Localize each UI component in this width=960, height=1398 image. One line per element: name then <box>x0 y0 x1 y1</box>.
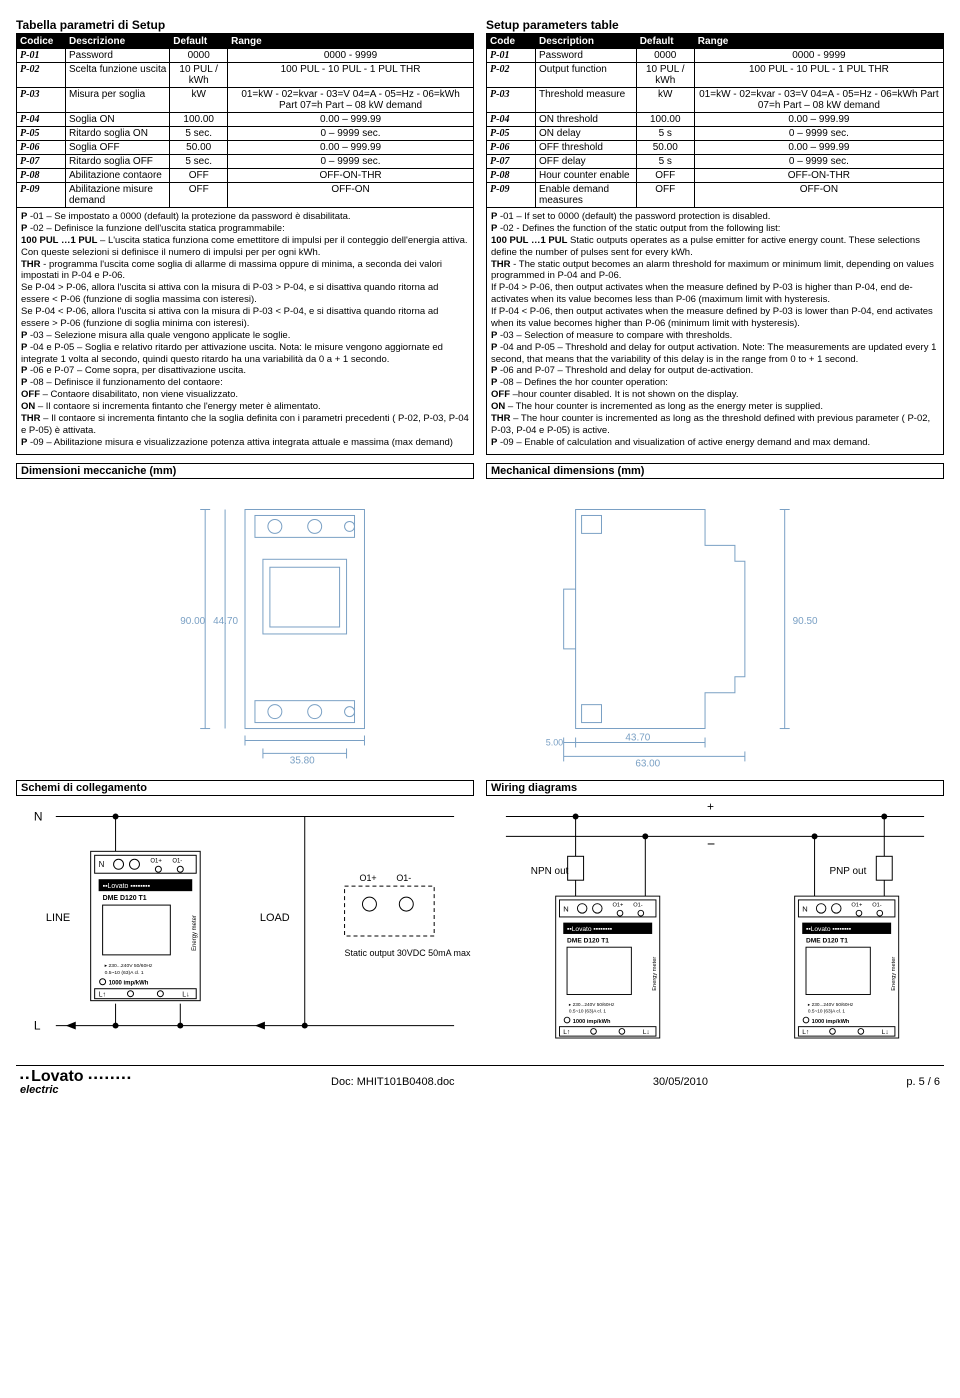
svg-text:O1+: O1+ <box>150 858 162 864</box>
svg-text:43.70: 43.70 <box>625 732 650 743</box>
dims-diagram-right: 90.50 5.00 43.70 63.00 <box>486 479 944 769</box>
svg-text:O1+: O1+ <box>360 873 377 883</box>
brand-logo: ▪▪Lovato ▪▪▪▪▪▪▪▪ electric <box>20 1069 133 1096</box>
right-column: Setup parameters table CodeDescriptionDe… <box>486 18 944 455</box>
svg-text:L: L <box>34 1018 41 1032</box>
svg-text:O1-: O1- <box>396 873 411 883</box>
svg-text:L↑: L↑ <box>563 1029 570 1036</box>
table-row: P-05ON delay5 s0 – 9999 sec. <box>487 127 944 141</box>
svg-text:1000 imp/kWh: 1000 imp/kWh <box>812 1018 850 1024</box>
doc-date: 30/05/2010 <box>653 1076 708 1088</box>
svg-text:LOAD: LOAD <box>260 912 290 924</box>
col-header: Default <box>170 35 228 49</box>
col-header: Description <box>536 35 637 49</box>
svg-text:▪▪Lovato ▪▪▪▪▪▪▪▪: ▪▪Lovato ▪▪▪▪▪▪▪▪ <box>806 926 851 933</box>
svg-text:▪▪Lovato ▪▪▪▪▪▪▪▪: ▪▪Lovato ▪▪▪▪▪▪▪▪ <box>567 926 612 933</box>
table-row: P-01Password00000000 - 9999 <box>17 49 474 63</box>
svg-text:LINE: LINE <box>46 912 70 924</box>
left-title: Tabella parametri di Setup <box>16 18 474 34</box>
table-row: P-09Enable demand measuresOFFOFF-ON <box>487 183 944 208</box>
dims-title-left: Dimensioni meccaniche (mm) <box>16 463 474 479</box>
table-row: P-03Threshold measurekW01=kW - 02=kvar -… <box>487 88 944 113</box>
table-row: P-06OFF threshold50.000.00 – 999.99 <box>487 141 944 155</box>
svg-text:L↓: L↓ <box>643 1029 650 1036</box>
left-description: P -01 – Se impostato a 0000 (default) la… <box>16 208 474 455</box>
wiring-title-left: Schemi di collegamento <box>16 780 474 796</box>
col-header: Descrizione <box>66 35 170 49</box>
svg-text:L↑: L↑ <box>99 991 106 998</box>
table-row: P-07Ritardo soglia OFF5 sec.0 – 9999 sec… <box>17 155 474 169</box>
wiring-diagram-right: + − NPN out N O1+ O1- ▪▪Lovato ▪▪▪▪▪▪▪▪ … <box>486 796 944 1056</box>
table-row: P-04Soglia ON100.000.00 – 999.99 <box>17 113 474 127</box>
dims-title-right: Mechanical dimensions (mm) <box>486 463 944 479</box>
svg-text:N: N <box>802 904 807 913</box>
svg-text:N: N <box>563 904 568 913</box>
svg-text:−: − <box>707 835 715 851</box>
col-header: Default <box>636 35 694 49</box>
dims-diagram-left: 90.00 44.70 35.80 <box>16 479 474 769</box>
right-description: P -01 – If set to 0000 (default) the pas… <box>486 208 944 455</box>
brand-sub: electric <box>20 1085 133 1096</box>
table-row: P-01Password00000000 - 9999 <box>487 49 944 63</box>
svg-text:O1-: O1- <box>872 902 882 908</box>
svg-text:0.5~10 (63)A cl. 1: 0.5~10 (63)A cl. 1 <box>569 1008 606 1014</box>
table-row: P-07OFF delay5 s0 – 9999 sec. <box>487 155 944 169</box>
table-row: P-02Output function10 PUL / kWh100 PUL -… <box>487 63 944 88</box>
footer: ▪▪Lovato ▪▪▪▪▪▪▪▪ electric Doc: MHIT101B… <box>16 1065 944 1099</box>
svg-text:35.80: 35.80 <box>290 755 315 766</box>
svg-text:N: N <box>34 809 43 823</box>
svg-text:DME D120 T1: DME D120 T1 <box>806 937 848 944</box>
wiring-title-right: Wiring diagrams <box>486 780 944 796</box>
svg-text:1000 imp/kWh: 1000 imp/kWh <box>573 1018 611 1024</box>
table-row: P-05Ritardo soglia ON5 sec.0 – 9999 sec. <box>17 127 474 141</box>
svg-text:Energy meter: Energy meter <box>891 956 897 990</box>
svg-text:L↓: L↓ <box>182 991 189 998</box>
svg-text:▸ 230...240V 50/60Hz: ▸ 230...240V 50/60Hz <box>808 1001 854 1007</box>
left-column: Tabella parametri di Setup CodiceDescriz… <box>16 18 474 455</box>
svg-text:DME D120 T1: DME D120 T1 <box>103 895 147 902</box>
table-row: P-03Misura per sogliakW01=kW - 02=kvar -… <box>17 88 474 113</box>
col-header: Range <box>694 35 943 49</box>
svg-text:L↑: L↑ <box>802 1029 809 1036</box>
svg-text:L↓: L↓ <box>882 1029 889 1036</box>
svg-text:DME D120 T1: DME D120 T1 <box>567 937 609 944</box>
right-title: Setup parameters table <box>486 18 944 34</box>
svg-text:44.70: 44.70 <box>213 616 238 627</box>
table-row: P-02Scelta funzione uscita10 PUL / kWh10… <box>17 63 474 88</box>
svg-text:90.00: 90.00 <box>180 616 205 627</box>
col-header: Range <box>228 35 474 49</box>
svg-text:O1+: O1+ <box>851 902 863 908</box>
svg-text:5.00: 5.00 <box>546 737 563 747</box>
svg-text:0.5~10 (63)A cl. 1: 0.5~10 (63)A cl. 1 <box>105 969 144 975</box>
svg-text:▪▪Lovato ▪▪▪▪▪▪▪▪: ▪▪Lovato ▪▪▪▪▪▪▪▪ <box>103 883 151 890</box>
doc-name: Doc: MHIT101B0408.doc <box>331 1076 455 1088</box>
svg-text:NPN out: NPN out <box>531 866 569 877</box>
col-header: Codice <box>17 35 66 49</box>
table-row: P-08Hour counter enableOFFOFF-ON-THR <box>487 169 944 183</box>
svg-text:N: N <box>99 860 105 869</box>
svg-text:O1-: O1- <box>633 902 643 908</box>
svg-text:Energy meter: Energy meter <box>652 956 658 990</box>
svg-text:Energy meter: Energy meter <box>192 915 198 951</box>
svg-text:▸ 230...240V 50/60Hz: ▸ 230...240V 50/60Hz <box>569 1001 615 1007</box>
svg-text:+: + <box>707 799 714 813</box>
svg-text:0.5~10 (63)A cl. 1: 0.5~10 (63)A cl. 1 <box>808 1008 845 1014</box>
svg-text:PNP out: PNP out <box>830 866 867 877</box>
svg-text:▸ 230...240V 50/60Hz: ▸ 230...240V 50/60Hz <box>105 962 153 968</box>
table-row: P-06Soglia OFF50.000.00 – 999.99 <box>17 141 474 155</box>
doc-page: p. 5 / 6 <box>906 1076 940 1088</box>
table-row: P-09Abilitazione misure demandOFFOFF-ON <box>17 183 474 208</box>
svg-text:1000 imp/kWh: 1000 imp/kWh <box>109 980 149 986</box>
svg-text:O1+: O1+ <box>612 902 624 908</box>
table-row: P-04ON threshold100.000.00 – 999.99 <box>487 113 944 127</box>
svg-text:O1-: O1- <box>172 858 182 864</box>
right-table: CodeDescriptionDefaultRange P-01Password… <box>486 34 944 208</box>
table-row: P-08Abilitazione contaoreOFFOFF-ON-THR <box>17 169 474 183</box>
svg-text:63.00: 63.00 <box>635 758 660 769</box>
wiring-diagram-left: N L N O1+ O1- ▪▪Lovato ▪▪▪▪▪▪▪▪ DME D120… <box>16 796 474 1056</box>
svg-text:Static output 30VDC 50mA max: Static output 30VDC 50mA max <box>345 947 471 957</box>
col-header: Code <box>487 35 536 49</box>
left-table: CodiceDescrizioneDefaultRange P-01Passwo… <box>16 34 474 208</box>
svg-text:90.50: 90.50 <box>793 616 818 627</box>
